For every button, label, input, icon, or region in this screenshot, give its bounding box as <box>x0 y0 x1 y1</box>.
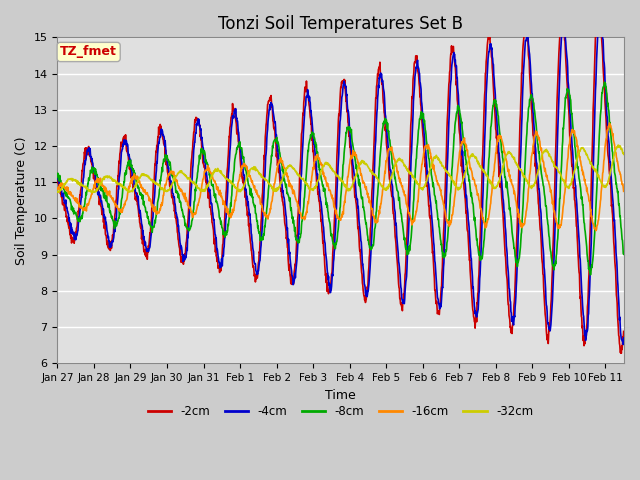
X-axis label: Time: Time <box>325 389 356 402</box>
Y-axis label: Soil Temperature (C): Soil Temperature (C) <box>15 136 28 264</box>
Title: Tonzi Soil Temperatures Set B: Tonzi Soil Temperatures Set B <box>218 15 463 33</box>
Legend: -2cm, -4cm, -8cm, -16cm, -32cm: -2cm, -4cm, -8cm, -16cm, -32cm <box>143 400 538 423</box>
Text: TZ_fmet: TZ_fmet <box>60 46 117 59</box>
